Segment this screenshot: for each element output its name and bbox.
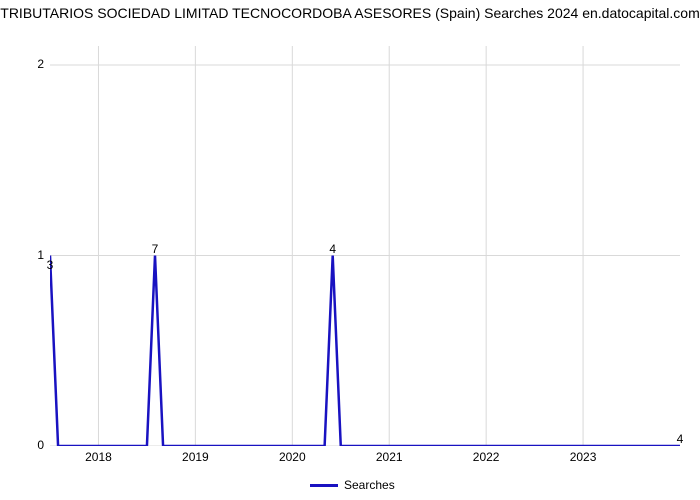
legend-label: Searches [344, 478, 395, 492]
x-tick-label: 2021 [376, 450, 403, 464]
data-point-label: 7 [152, 242, 159, 256]
plot-area [50, 46, 680, 446]
y-tick-label: 0 [14, 438, 44, 452]
chart-container: TRIBUTARIOS SOCIEDAD LIMITAD TECNOCORDOB… [0, 0, 700, 500]
x-tick-label: 2022 [473, 450, 500, 464]
x-tick-label: 2023 [570, 450, 597, 464]
legend: Searches [310, 478, 395, 492]
y-tick-label: 2 [14, 57, 44, 71]
data-point-label: 3 [47, 258, 54, 272]
chart-svg [50, 46, 680, 446]
data-point-label: 4 [329, 242, 336, 256]
y-tick-label: 1 [14, 248, 44, 262]
data-point-label: 4 [677, 432, 684, 446]
x-tick-label: 2019 [182, 450, 209, 464]
chart-title: TRIBUTARIOS SOCIEDAD LIMITAD TECNOCORDOB… [0, 4, 700, 22]
x-tick-label: 2018 [85, 450, 112, 464]
x-tick-label: 2020 [279, 450, 306, 464]
legend-swatch [310, 484, 338, 487]
